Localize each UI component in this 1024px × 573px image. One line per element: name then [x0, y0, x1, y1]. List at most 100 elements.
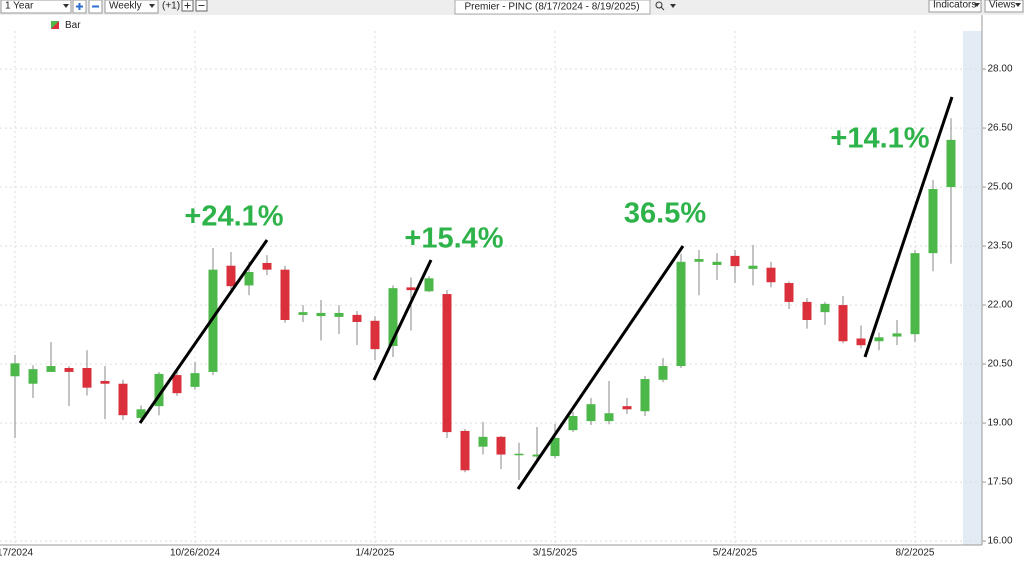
legend-swatch [51, 21, 59, 29]
candle-body [10, 363, 20, 377]
candle-body [946, 139, 956, 188]
candle-body [766, 267, 776, 283]
annotation: +14.1% [830, 123, 929, 155]
candle-body [928, 189, 938, 254]
range-text: 1 Year [5, 1, 34, 12]
candle-body [46, 366, 56, 372]
chart-title: Premier - PINC (8/17/2024 - 8/19/2025) [464, 2, 639, 13]
y-tick-label: 23.50 [987, 241, 1012, 252]
candles [10, 118, 956, 481]
x-tick-label: 3/15/2025 [533, 548, 578, 559]
candle-body [370, 320, 380, 350]
candle-body [262, 262, 272, 270]
legend-text: Bar [65, 20, 81, 31]
interval-select[interactable] [104, 0, 159, 14]
legend: Bar [51, 20, 81, 31]
grid [0, 31, 982, 545]
y-tick-label: 26.50 [987, 123, 1012, 134]
candle-body [820, 303, 830, 313]
candle-body [622, 406, 632, 410]
dropdown-arrow [974, 3, 980, 7]
x-tick-label: 1/4/2025 [356, 548, 395, 559]
dropdown-arrow [1015, 3, 1021, 7]
candle-body [874, 337, 884, 342]
candle-body [280, 269, 290, 321]
candle-body [514, 453, 524, 456]
dropdown-arrow [670, 4, 676, 8]
y-tick-label: 16.00 [987, 536, 1012, 547]
candle-body [208, 269, 218, 372]
plus-icon [184, 2, 191, 9]
y-tick-label: 22.00 [987, 300, 1012, 311]
candle-body [910, 253, 920, 335]
annotation: 36.5% [624, 198, 706, 230]
plus-icon [76, 3, 83, 10]
candle-body [496, 436, 506, 455]
candle-body [226, 265, 236, 287]
x-tick-label: 5/24/2025 [713, 548, 758, 559]
interval-text: Weekly [109, 1, 142, 12]
trend-line [372, 259, 433, 381]
x-tick-label: 8/2/2025 [896, 548, 935, 559]
candle-body [118, 383, 128, 416]
candle-body [856, 338, 866, 346]
x-tick-label: 17/2024 [0, 548, 34, 559]
y-tick-label: 19.00 [987, 418, 1012, 429]
candle-body [478, 436, 488, 447]
candle-body [100, 380, 110, 384]
candle-body [136, 409, 146, 418]
candle-body [406, 287, 416, 291]
candle-body [64, 368, 74, 372]
candle-body [460, 430, 470, 471]
candle-body [352, 314, 362, 322]
candle-body [640, 379, 650, 412]
current-period-shade [963, 31, 982, 545]
candle-body [676, 261, 686, 367]
candle-body [712, 261, 722, 265]
offset-text: (+1) [162, 1, 180, 12]
candle-body [568, 415, 578, 431]
candle-body [424, 278, 434, 292]
candle-body [586, 404, 596, 422]
indicators-text: Indicators [933, 0, 976, 11]
candle-body [658, 366, 668, 380]
y-tick-label: 20.50 [987, 359, 1012, 370]
candle-body [784, 283, 794, 302]
candle-body [550, 438, 560, 457]
search-icon[interactable] [655, 1, 663, 9]
trend-line [516, 245, 685, 490]
indicators-button[interactable] [928, 0, 982, 13]
y-tick-label: 28.00 [987, 64, 1012, 75]
candle-body [802, 301, 812, 321]
candle-body [28, 369, 38, 384]
views-button[interactable] [984, 0, 1024, 13]
search-icon-handle [660, 6, 665, 11]
candle-body [532, 454, 542, 457]
trend-line [863, 96, 954, 358]
symbol-box[interactable] [454, 0, 651, 15]
annotation: +24.1% [184, 201, 283, 233]
candle-body [154, 373, 164, 407]
candle-body [244, 272, 254, 286]
candle-body [838, 305, 848, 342]
candle-body [388, 288, 398, 346]
candle-body [190, 373, 200, 387]
dropdown-arrow [149, 4, 155, 8]
x-tick-label: 10/26/2024 [170, 548, 220, 559]
annotation: +15.4% [404, 223, 503, 255]
candle-body [172, 375, 182, 394]
views-text: Views [989, 0, 1016, 11]
y-tick-label: 17.50 [987, 477, 1012, 488]
candle-body [748, 265, 758, 269]
range-select[interactable] [0, 0, 72, 14]
y-tick-label: 25.00 [987, 182, 1012, 193]
candle-body [892, 333, 902, 337]
candle-body [730, 255, 740, 267]
candle-body [694, 259, 704, 262]
candle-body [442, 294, 452, 433]
trend-lines [138, 96, 954, 490]
candle-body [604, 413, 614, 422]
candle-body [82, 368, 92, 388]
